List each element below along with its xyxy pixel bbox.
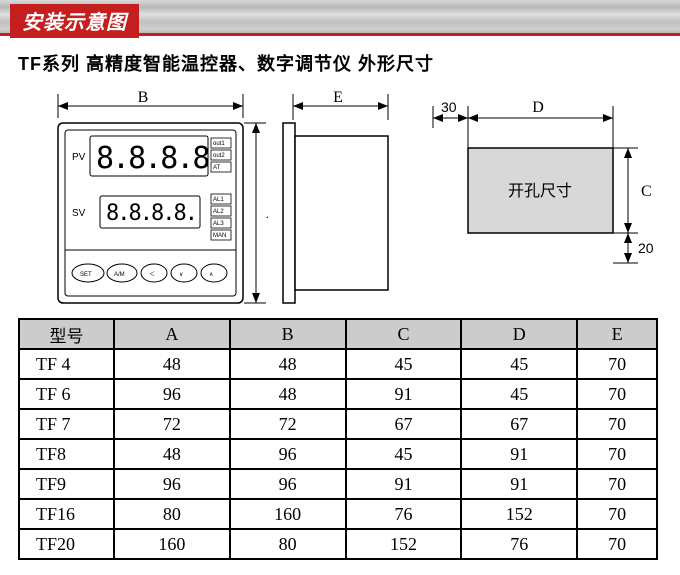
- value-cell: 67: [346, 409, 462, 439]
- svg-text:AL3: AL3: [213, 221, 224, 227]
- cutout-svg: D 30 开孔尺寸 C 20: [413, 88, 663, 318]
- value-cell: 96: [114, 469, 230, 499]
- value-cell: 70: [577, 349, 657, 379]
- value-cell: 70: [577, 469, 657, 499]
- value-cell: 70: [577, 499, 657, 529]
- value-cell: 160: [114, 529, 230, 559]
- dim-b-label: B: [138, 89, 149, 106]
- value-cell: 152: [346, 529, 462, 559]
- dimension-table-wrap: 型号ABCDE TF 44848454570TF 69648914570TF 7…: [0, 314, 680, 560]
- value-cell: 48: [114, 439, 230, 469]
- model-cell: TF9: [19, 469, 114, 499]
- pv-digits: 8.8.8.8.: [96, 141, 225, 176]
- table-row: TF 77272676770: [19, 409, 657, 439]
- subtitle: TF系列 高精度智能温控器、数字调节仪 外形尺寸: [18, 50, 680, 76]
- value-cell: 96: [230, 439, 346, 469]
- value-cell: 67: [461, 409, 577, 439]
- model-cell: TF20: [19, 529, 114, 559]
- value-cell: 45: [346, 349, 462, 379]
- model-cell: TF 7: [19, 409, 114, 439]
- dim-c-label: C: [641, 183, 652, 200]
- value-cell: 96: [114, 379, 230, 409]
- front-view: B A PV 8.8.8.8. out1 out2 AT AL1 AL2 AL: [18, 88, 268, 304]
- svg-text:SET: SET: [80, 272, 92, 278]
- model-cell: TF8: [19, 439, 114, 469]
- table-row: TF84896459170: [19, 439, 657, 469]
- dim-e-label: E: [333, 89, 343, 106]
- value-cell: 80: [230, 529, 346, 559]
- value-cell: 152: [461, 499, 577, 529]
- value-cell: 70: [577, 409, 657, 439]
- table-row: TF 44848454570: [19, 349, 657, 379]
- value-cell: 48: [230, 379, 346, 409]
- col-E: E: [577, 319, 657, 349]
- header-underline: [0, 33, 680, 36]
- side-view: E: [273, 88, 403, 304]
- diagram-row: B A PV 8.8.8.8. out1 out2 AT AL1 AL2 AL: [0, 84, 680, 314]
- svg-text:∧: ∧: [209, 272, 213, 278]
- value-cell: 48: [230, 349, 346, 379]
- value-cell: 70: [577, 529, 657, 559]
- value-cell: 45: [461, 349, 577, 379]
- svg-text:A/M: A/M: [114, 272, 125, 278]
- value-cell: 91: [461, 469, 577, 499]
- model-cell: TF16: [19, 499, 114, 529]
- value-cell: 72: [230, 409, 346, 439]
- side-svg: E: [273, 88, 403, 318]
- svg-text:out1: out1: [213, 141, 225, 147]
- value-cell: 45: [346, 439, 462, 469]
- value-cell: 48: [114, 349, 230, 379]
- model-cell: TF 6: [19, 379, 114, 409]
- cutout-view: D 30 开孔尺寸 C 20: [413, 88, 663, 304]
- value-cell: 160: [230, 499, 346, 529]
- value-cell: 72: [114, 409, 230, 439]
- value-cell: 96: [230, 469, 346, 499]
- cutout-label: 开孔尺寸: [508, 182, 572, 200]
- dim-d-label: D: [532, 99, 544, 116]
- table-row: TF20160801527670: [19, 529, 657, 559]
- dimension-table: 型号ABCDE TF 44848454570TF 69648914570TF 7…: [18, 318, 658, 560]
- pv-label: PV: [72, 152, 86, 163]
- svg-text:AL2: AL2: [213, 209, 224, 215]
- sv-label: SV: [72, 208, 86, 219]
- table-row: TF99696919170: [19, 469, 657, 499]
- table-row: TF 69648914570: [19, 379, 657, 409]
- table-row: TF16801607615270: [19, 499, 657, 529]
- offset-bottom-label: 20: [638, 240, 654, 256]
- model-cell: TF 4: [19, 349, 114, 379]
- svg-text:＜: ＜: [149, 272, 155, 278]
- svg-text:AT: AT: [213, 165, 221, 171]
- value-cell: 45: [461, 379, 577, 409]
- value-cell: 70: [577, 439, 657, 469]
- sv-digits: 8.8.8.8.: [106, 201, 196, 226]
- col-model: 型号: [19, 319, 114, 349]
- value-cell: 91: [461, 439, 577, 469]
- header-bar: 安装示意图: [0, 0, 680, 36]
- value-cell: 91: [346, 379, 462, 409]
- value-cell: 80: [114, 499, 230, 529]
- front-svg: B A PV 8.8.8.8. out1 out2 AT AL1 AL2 AL: [18, 88, 268, 318]
- offset-top-label: 30: [441, 99, 457, 115]
- svg-text:out2: out2: [213, 153, 225, 159]
- col-C: C: [346, 319, 462, 349]
- value-cell: 76: [461, 529, 577, 559]
- dim-a-label: A: [266, 205, 268, 222]
- col-D: D: [461, 319, 577, 349]
- col-A: A: [114, 319, 230, 349]
- svg-text:MAN: MAN: [213, 233, 226, 239]
- svg-text:∨: ∨: [179, 272, 183, 278]
- value-cell: 76: [346, 499, 462, 529]
- value-cell: 91: [346, 469, 462, 499]
- col-B: B: [230, 319, 346, 349]
- value-cell: 70: [577, 379, 657, 409]
- svg-text:AL1: AL1: [213, 197, 224, 203]
